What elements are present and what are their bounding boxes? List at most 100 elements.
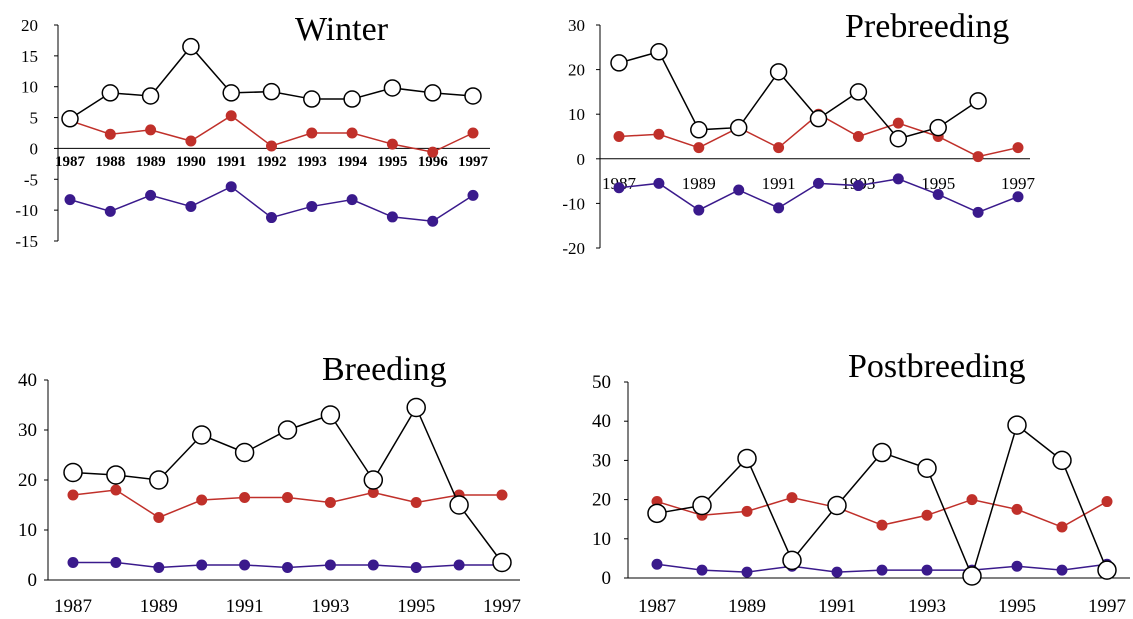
data-point-open <box>449 495 469 515</box>
data-point <box>153 512 165 523</box>
data-point-open <box>827 495 847 516</box>
data-point-open <box>182 37 200 56</box>
data-point-open <box>969 92 987 110</box>
x-tick-label: 1988 <box>95 154 125 170</box>
data-point <box>733 184 745 196</box>
y-tick-label: 10 <box>21 78 38 97</box>
data-point <box>153 562 165 573</box>
data-point <box>773 202 785 214</box>
data-point <box>427 146 439 158</box>
data-point <box>653 128 665 140</box>
data-point <box>225 181 237 193</box>
data-point <box>386 211 398 223</box>
panel-title: Breeding <box>322 351 447 388</box>
y-tick-label: 20 <box>592 490 611 511</box>
data-point <box>346 127 358 139</box>
data-point-open <box>492 552 512 573</box>
x-tick-label: 1991 <box>762 174 796 193</box>
data-point <box>196 559 208 571</box>
data-point-open <box>729 118 748 137</box>
data-point-open <box>962 566 982 586</box>
data-point <box>110 557 122 568</box>
data-point <box>1056 564 1068 576</box>
data-point-open <box>782 550 802 571</box>
data-point-open <box>141 87 160 105</box>
data-point <box>496 489 508 501</box>
data-point <box>410 562 422 573</box>
y-tick-label: 20 <box>21 16 38 35</box>
x-tick-label: 1995 <box>921 174 955 193</box>
data-point <box>282 492 293 503</box>
data-point <box>324 559 336 571</box>
data-point <box>185 135 197 147</box>
panel-title: Postbreeding <box>848 348 1026 385</box>
data-point-open <box>929 118 947 137</box>
data-point <box>185 200 197 212</box>
data-point-open <box>191 425 212 445</box>
x-tick-label: 1994 <box>337 154 368 170</box>
data-point <box>696 564 708 576</box>
data-point-open <box>61 110 79 128</box>
panel-postbreeding: Postbreeding 50 40 30 20 10 0 1987 1989 1991 1993… <box>592 348 1130 617</box>
x-tick-label: 1995 <box>998 596 1036 617</box>
x-tick-label: 1989 <box>136 154 166 170</box>
y-tick-label: 5 <box>30 109 39 128</box>
y-tick-label: -5 <box>24 170 38 189</box>
data-point-open <box>647 503 667 524</box>
data-point-open <box>610 54 628 72</box>
x-tick-label: 1997 <box>1088 596 1126 617</box>
data-point-open <box>692 495 712 516</box>
y-tick-label: 30 <box>592 450 611 471</box>
data-point-open <box>320 405 341 425</box>
x-tick-label: 1991 <box>818 596 856 617</box>
y-tick-label: -10 <box>15 201 38 220</box>
x-tick-label: 1989 <box>728 596 766 617</box>
data-point <box>653 177 665 189</box>
data-point <box>892 173 904 185</box>
data-point-open <box>423 84 442 102</box>
y-tick-label: 10 <box>568 105 585 124</box>
x-tick-label: 1997 <box>483 596 521 617</box>
data-point <box>773 142 785 154</box>
data-point-open <box>234 442 255 463</box>
data-point <box>693 204 705 216</box>
x-tick-label: 1989 <box>140 596 178 617</box>
data-point <box>741 505 753 517</box>
data-point <box>306 127 318 139</box>
data-point <box>110 484 122 496</box>
data-point-open <box>303 90 321 108</box>
data-point <box>741 566 753 578</box>
data-point <box>613 182 625 194</box>
data-point-open <box>690 121 708 139</box>
data-point <box>921 564 933 576</box>
data-point <box>876 564 888 576</box>
data-point-open <box>277 420 298 440</box>
data-point <box>104 128 116 140</box>
y-tick-label: 40 <box>18 370 37 391</box>
x-tick-label: 1995 <box>397 596 435 617</box>
y-tick-label: 30 <box>568 16 585 35</box>
y-tick-label: 0 <box>30 139 39 158</box>
data-point-open <box>464 87 482 105</box>
y-tick-label: 20 <box>568 61 585 80</box>
y-tick-label: 0 <box>577 150 586 169</box>
x-tick-label: 1996 <box>418 154 449 170</box>
data-point <box>892 117 904 129</box>
data-point-open <box>106 465 126 485</box>
data-point-open <box>383 79 402 97</box>
data-point <box>1011 503 1023 515</box>
y-tick-label: 15 <box>21 47 38 66</box>
data-point <box>67 557 79 568</box>
y-tick-label: 10 <box>592 529 611 550</box>
panel-prebreeding: Prebreeding 3020100-10-20198719891991199… <box>562 8 1035 258</box>
data-point <box>145 124 157 136</box>
x-tick-label: 1987 <box>55 154 86 170</box>
x-tick-label: 1990 <box>176 154 206 170</box>
data-point <box>972 206 984 218</box>
x-tick-label: 1987 <box>638 596 676 617</box>
data-point <box>921 509 933 521</box>
data-point <box>1012 191 1024 203</box>
data-point <box>972 151 984 163</box>
data-point <box>225 110 237 122</box>
